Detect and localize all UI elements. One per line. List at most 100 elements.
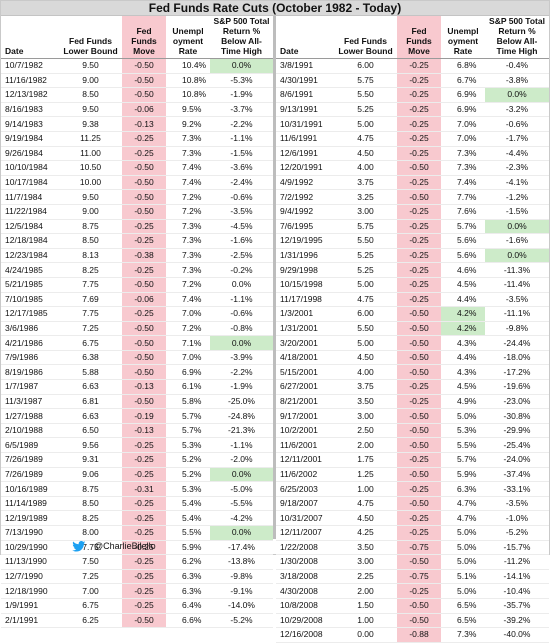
cell-sp500-below-high: -1.9%	[210, 87, 273, 103]
cell-move: -0.25	[397, 262, 441, 278]
cell-date: 8/19/1986	[1, 364, 59, 381]
cell-lower-bound: 6.63	[59, 408, 122, 424]
cell-move: -0.50	[397, 554, 441, 570]
cell-move: -0.25	[122, 437, 166, 454]
table-row: 12/18/1990 7.00 -0.25 6.3% -9.1%	[1, 583, 273, 599]
cell-date: 12/11/2001	[276, 452, 334, 468]
cell-sp500-below-high: -35.7%	[485, 598, 549, 614]
cell-move: -0.50	[397, 321, 441, 337]
cell-sp500-below-high: -13.8%	[210, 554, 273, 570]
cell-unemployment: 6.7%	[441, 73, 485, 89]
cell-sp500-below-high: -1.1%	[210, 437, 273, 454]
cell-unemployment: 7.0%	[441, 116, 485, 132]
cell-sp500-below-high: -11.4%	[485, 277, 549, 293]
cell-date: 12/18/1984	[1, 233, 59, 249]
cell-sp500-below-high: -3.9%	[210, 350, 273, 366]
cell-move: -0.25	[122, 510, 166, 526]
cell-lower-bound: 6.25	[59, 613, 122, 629]
cell-move: -0.25	[397, 73, 441, 89]
cell-lower-bound: 1.50	[334, 598, 397, 614]
cell-lower-bound: 6.75	[59, 335, 122, 351]
table-row: 6/5/1989 9.56 -0.25 5.3% -1.1%	[1, 437, 273, 454]
cell-date: 10/16/1989	[1, 481, 59, 497]
table-row: 10/17/1984 10.00 -0.50 7.4% -2.4%	[1, 175, 273, 191]
table-row: 11/6/1991 4.75 -0.25 7.0% -1.7%	[276, 131, 549, 147]
table-row: 12/5/1984 8.75 -0.25 7.3% -4.5%	[1, 219, 273, 235]
cell-move: -0.50	[122, 335, 166, 351]
cell-lower-bound: 6.75	[59, 598, 122, 614]
cell-move: -0.25	[397, 219, 441, 235]
cell-unemployment: 6.9%	[441, 102, 485, 118]
cell-sp500-below-high: 0.0%	[485, 248, 549, 264]
cell-move: -0.50	[122, 175, 166, 191]
cell-date: 4/30/2008	[276, 583, 334, 599]
cell-date: 7/2/1992	[276, 189, 334, 205]
cell-lower-bound: 5.25	[334, 248, 397, 264]
cell-date: 9/13/1991	[276, 102, 334, 118]
cell-lower-bound: 8.75	[59, 219, 122, 235]
cell-move: -0.25	[397, 102, 441, 118]
cell-move: -0.25	[397, 481, 441, 497]
cell-lower-bound: 4.75	[334, 496, 397, 512]
cell-sp500-below-high: -3.5%	[210, 204, 273, 220]
cell-sp500-below-high: -1.7%	[485, 131, 549, 147]
cell-date: 3/6/1986	[1, 321, 59, 337]
table-row: 1/30/2008 3.00 -0.50 5.0% -11.2%	[276, 554, 549, 570]
cell-unemployment: 5.5%	[441, 437, 485, 454]
cell-sp500-below-high: -1.6%	[210, 233, 273, 249]
cell-lower-bound: 5.88	[59, 364, 122, 381]
cell-sp500-below-high: -2.4%	[210, 175, 273, 191]
cell-date: 11/13/1990	[1, 554, 59, 570]
cell-unemployment: 7.1%	[166, 335, 210, 351]
rate-cuts-table-left: Date Fed Funds Lower Bound Fed Funds Mov…	[1, 16, 273, 629]
cell-unemployment: 7.7%	[441, 189, 485, 205]
cell-move: -0.50	[122, 613, 166, 629]
table-row: 2/10/1988 6.50 -0.13 5.7% -21.3%	[1, 423, 273, 439]
cell-sp500-below-high: -10.4%	[485, 583, 549, 599]
cell-move: -0.25	[122, 554, 166, 570]
table-row: 12/7/1990 7.25 -0.25 6.3% -9.8%	[1, 569, 273, 585]
cell-lower-bound: 5.00	[334, 116, 397, 132]
cell-date: 4/24/1985	[1, 262, 59, 278]
cell-unemployment: 9.5%	[166, 102, 210, 118]
cell-date: 11/17/1998	[276, 292, 334, 308]
cell-date: 12/6/1991	[276, 146, 334, 162]
cell-move: -0.50	[122, 394, 166, 410]
cell-sp500-below-high: -25.4%	[485, 437, 549, 454]
col-header-move: Fed Funds Move	[122, 16, 166, 59]
cell-sp500-below-high: 0.0%	[485, 219, 549, 235]
cell-date: 5/21/1985	[1, 277, 59, 293]
table-row: 7/6/1995 5.75 -0.25 5.7% 0.0%	[276, 219, 549, 235]
cell-lower-bound: 11.25	[59, 131, 122, 147]
cell-lower-bound: 9.50	[59, 189, 122, 205]
cell-lower-bound: 8.75	[59, 481, 122, 497]
cell-lower-bound: 7.50	[59, 554, 122, 570]
cell-sp500-below-high: -1.9%	[210, 379, 273, 395]
cell-lower-bound: 4.00	[334, 364, 397, 381]
cell-sp500-below-high: -2.5%	[210, 248, 273, 264]
cell-move: -0.25	[122, 131, 166, 147]
cell-sp500-below-high: -1.1%	[210, 292, 273, 308]
cell-unemployment: 4.2%	[441, 321, 485, 337]
table-row: 10/31/1991 5.00 -0.25 7.0% -0.6%	[276, 116, 549, 132]
table-row: 1/3/2001 6.00 -0.50 4.2% -11.1%	[276, 306, 549, 322]
cell-date: 8/6/1991	[276, 87, 334, 103]
table-row: 1/31/2001 5.50 -0.50 4.2% -9.8%	[276, 321, 549, 337]
cell-unemployment: 6.2%	[166, 554, 210, 570]
table-row: 9/29/1998 5.25 -0.25 4.6% -11.3%	[276, 262, 549, 278]
cell-unemployment: 5.3%	[441, 423, 485, 439]
twitter-bird-icon[interactable]	[72, 541, 86, 552]
col-header-unemployment: Unempl oyment Rate	[441, 16, 485, 59]
cell-lower-bound: 7.25	[59, 569, 122, 585]
cell-move: -0.25	[122, 219, 166, 235]
cell-sp500-below-high: -14.0%	[210, 598, 273, 614]
cell-date: 10/2/2001	[276, 423, 334, 439]
cell-lower-bound: 11.00	[59, 146, 122, 162]
col-header-date: Date	[276, 16, 334, 59]
cell-sp500-below-high: -11.3%	[485, 262, 549, 278]
cell-date: 4/18/2001	[276, 350, 334, 366]
cell-date: 1/22/2008	[276, 540, 334, 556]
cell-sp500-below-high: -15.7%	[485, 540, 549, 556]
author-handle[interactable]: @CharlieBilello	[94, 541, 156, 551]
cell-lower-bound: 1.00	[334, 481, 397, 497]
